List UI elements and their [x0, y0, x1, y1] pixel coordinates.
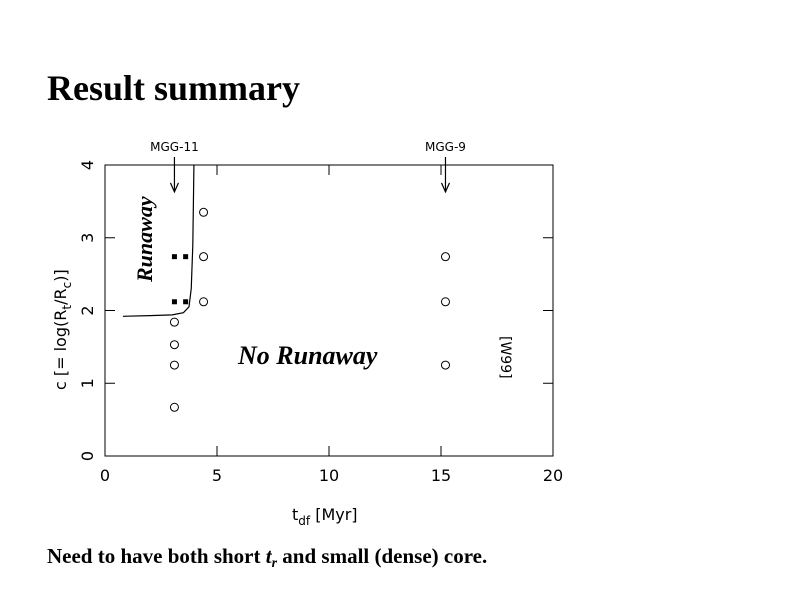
data-point	[440, 360, 450, 370]
x-tick-label: 15	[431, 466, 451, 485]
footer: Need to have both short tr and small (de…	[47, 544, 487, 571]
arrow-head	[169, 182, 179, 194]
data-point	[199, 252, 209, 262]
data-point	[440, 252, 450, 262]
footer-text: Need to have both short	[47, 544, 266, 568]
y-tick-label: 4	[78, 160, 97, 170]
data-point	[199, 207, 209, 217]
data-point	[440, 297, 450, 307]
y-axis-label-part: /R	[51, 288, 70, 305]
x-tick-label: 10	[319, 466, 339, 485]
data-point	[169, 340, 179, 350]
x-tick-label: 0	[100, 466, 110, 485]
data-point	[169, 402, 179, 412]
slide-title: Result summary	[47, 68, 300, 108]
x-axis-label-part: t	[292, 505, 298, 524]
data-point	[183, 299, 189, 305]
y-axis-label-part: c	[60, 282, 74, 289]
y-axis-label-part: t	[60, 305, 74, 310]
x-axis-label: tdf [Myr]	[292, 505, 358, 528]
curve	[122, 164, 195, 317]
arrow-label: MGG-9	[425, 140, 466, 154]
y-tick-label: 1	[78, 378, 97, 388]
annotation: No Runaway	[237, 341, 378, 370]
x-tick-label: 20	[543, 466, 563, 485]
x-axis-label-part: [Myr]	[310, 505, 357, 524]
annotation: [W99]	[497, 336, 513, 379]
data-point	[183, 254, 189, 260]
data-point	[169, 317, 179, 327]
y-axis-label-part: )]	[51, 269, 70, 281]
data-point	[171, 254, 177, 260]
arrow-label: MGG-11	[150, 140, 199, 154]
data-point	[199, 297, 209, 307]
footer-text: t	[266, 544, 273, 568]
arrow-head	[440, 182, 451, 194]
footer-text: and small (dense) core.	[277, 544, 487, 568]
data-point	[171, 299, 177, 305]
y-axis-label-part: c [= log(R	[51, 310, 70, 390]
y-tick-label: 3	[78, 233, 97, 243]
data-point	[169, 360, 179, 370]
y-axis-label: c [= log(Rt/Rc)]	[51, 269, 74, 390]
y-tick-label: 0	[78, 451, 97, 461]
x-tick-label: 5	[212, 466, 222, 485]
footer-text: r	[272, 556, 278, 571]
x-axis-label-part: df	[298, 514, 311, 528]
y-tick-label: 2	[78, 305, 97, 315]
annotation: Runaway	[132, 196, 157, 283]
